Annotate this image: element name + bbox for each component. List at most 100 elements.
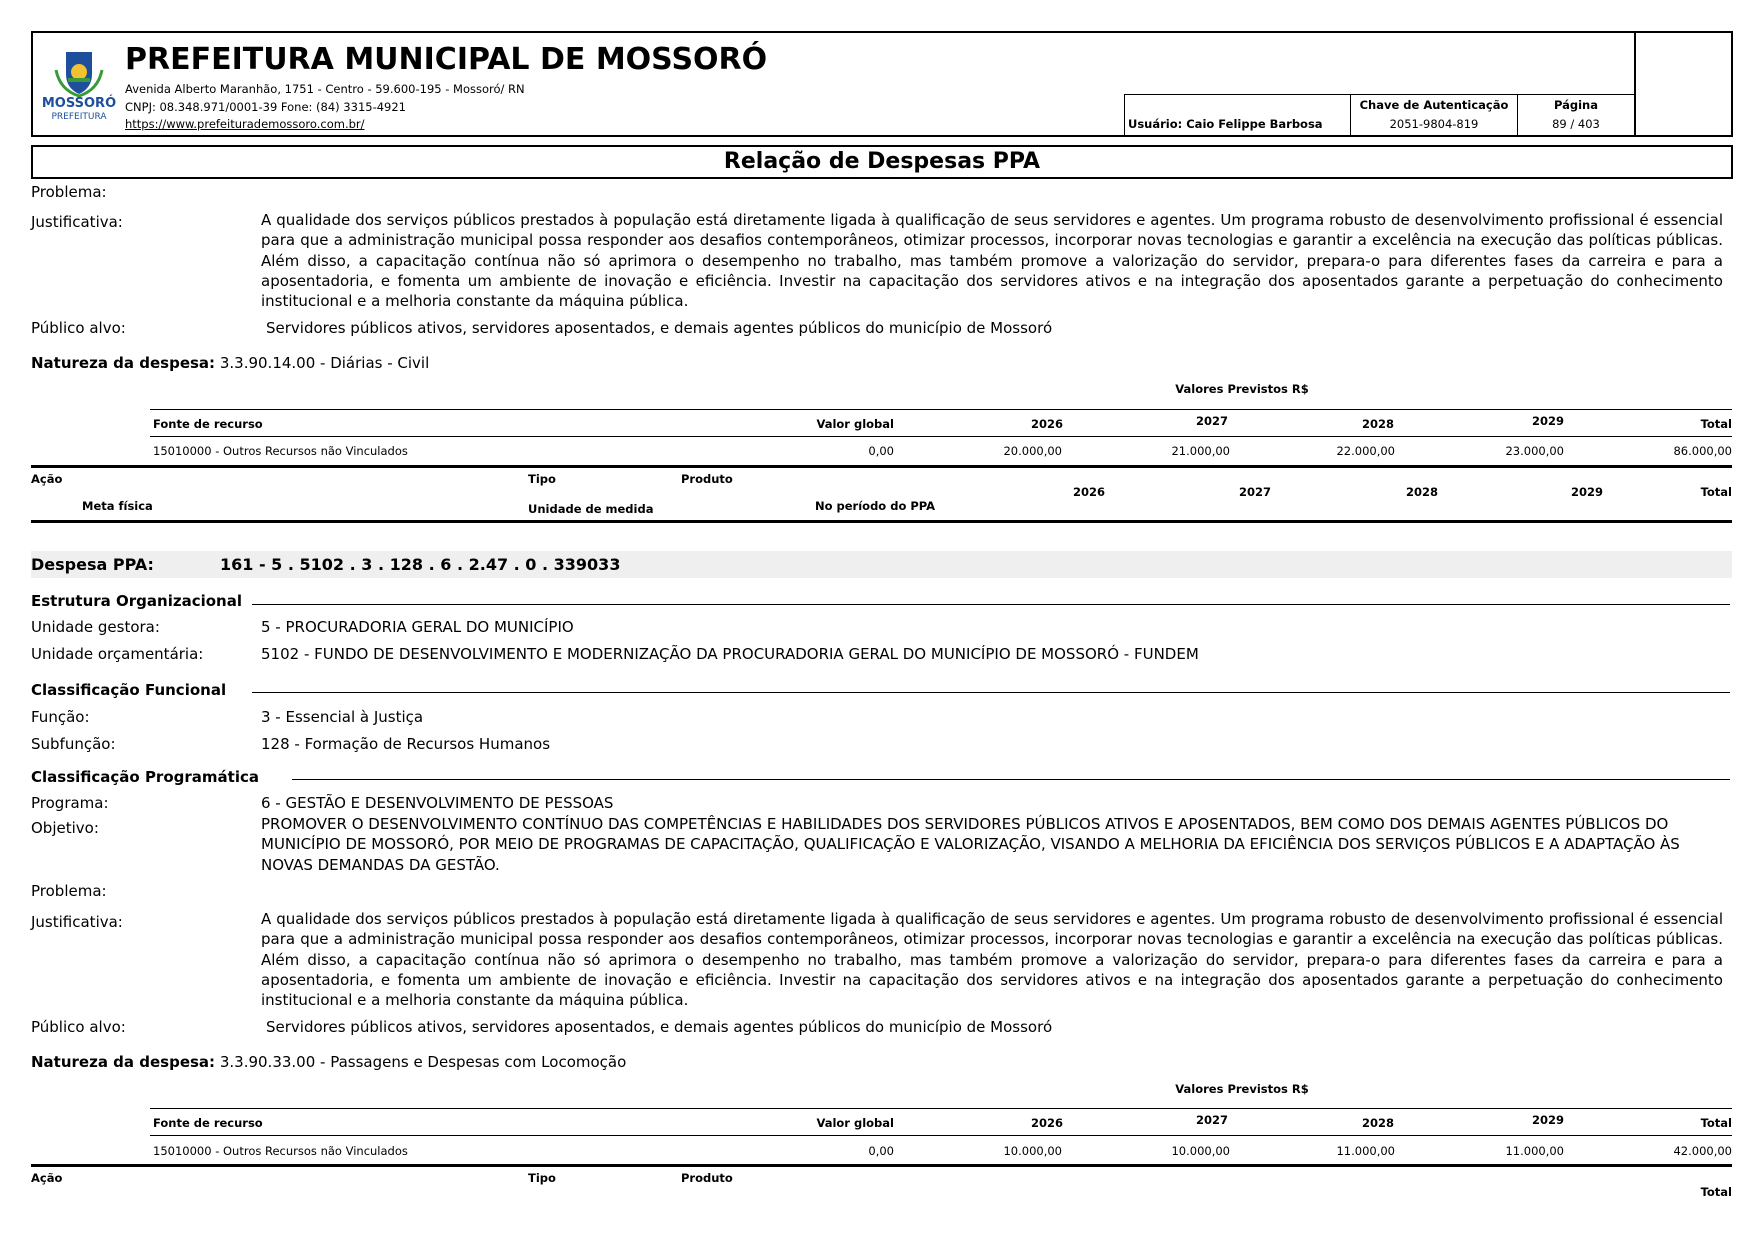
- page-label: Página: [1553, 98, 1598, 112]
- value-2027: 21.000,00: [1171, 444, 1230, 458]
- auth-key-label: Chave de Autenticação: [1359, 98, 1509, 112]
- objetivo-text: PROMOVER O DESENVOLVIMENTO CONTÍNUO DAS …: [261, 815, 1680, 874]
- col-2028: 2028: [1361, 417, 1394, 431]
- meta-col-2029: 2029: [1570, 485, 1603, 499]
- problema-label: Problema:: [31, 183, 107, 201]
- col-fonte: Fonte de recurso: [153, 1116, 263, 1130]
- natureza-row: Natureza da despesa: 3.3.90.33.00 - Pass…: [31, 1053, 626, 1071]
- subfuncao-label: Subfunção:: [31, 735, 116, 753]
- fonte-value: 15010000 - Outros Recursos não Vinculado…: [153, 444, 408, 458]
- report-header: [31, 31, 1733, 137]
- justificativa-text: A qualidade dos serviços públicos presta…: [261, 910, 1723, 1010]
- cell-divider: [1517, 94, 1518, 136]
- value-total: 86.000,00: [1673, 444, 1732, 458]
- meta-col-total: Total: [1700, 485, 1732, 499]
- col-unidade-medida: Unidade de medida: [528, 502, 654, 516]
- col-2028: 2028: [1361, 1116, 1394, 1130]
- justificativa-label: Justificativa:: [31, 913, 123, 931]
- unidade-gestora-label: Unidade gestora:: [31, 618, 160, 636]
- coat-of-arms-icon: [54, 52, 104, 98]
- natureza-label: Natureza da despesa:: [31, 1053, 216, 1071]
- col-tipo: Tipo: [528, 472, 556, 486]
- classificacao-funcional-heading: Classificação Funcional: [31, 681, 227, 699]
- user-name: Usuário: Caio Felippe Barbosa: [1128, 117, 1323, 131]
- publico-label: Público alvo:: [31, 1018, 126, 1036]
- fonte-value: 15010000 - Outros Recursos não Vinculado…: [153, 1144, 408, 1158]
- logo-text: MOSSORÓ: [41, 96, 117, 111]
- natureza-label: Natureza da despesa:: [31, 354, 216, 372]
- natureza-value: 3.3.90.14.00 - Diárias - Civil: [219, 354, 430, 372]
- value-2026: 10.000,00: [1003, 1144, 1062, 1158]
- report-title-box: [31, 145, 1733, 179]
- table-rule-thick: [31, 1164, 1732, 1167]
- valores-previstos-label: Valores Previstos R$: [1175, 1082, 1309, 1096]
- meta-col-2026: 2026: [1072, 485, 1105, 499]
- meta-col-2028: 2028: [1405, 485, 1438, 499]
- col-total: Total: [1700, 417, 1732, 431]
- col-2027: 2027: [1195, 414, 1228, 428]
- value-2028: 11.000,00: [1336, 1144, 1395, 1158]
- estrutura-heading: Estrutura Organizacional: [31, 592, 242, 610]
- justificativa-text: A qualidade dos serviços públicos presta…: [261, 211, 1723, 311]
- col-2026: 2026: [1030, 1116, 1063, 1130]
- value-total: 42.000,00: [1673, 1144, 1732, 1158]
- report-title: Relação de Despesas PPA: [723, 149, 1041, 174]
- header-address: Avenida Alberto Maranhão, 1751 - Centro …: [125, 82, 525, 96]
- header-contact: CNPJ: 08.348.971/0001-39 Fone: (84) 3315…: [125, 100, 406, 114]
- col-2027: 2027: [1195, 1113, 1228, 1127]
- justificativa-label: Justificativa:: [31, 213, 123, 231]
- logo-subtext: PREFEITURA: [51, 112, 107, 122]
- col-no-periodo: No período do PPA: [815, 499, 936, 513]
- header-info-cells: [1124, 94, 1636, 137]
- col-produto: Produto: [681, 472, 733, 486]
- valor-global-value: 0,00: [868, 1144, 894, 1158]
- cell-divider: [1350, 94, 1351, 136]
- col-meta-fisica: Meta física: [82, 499, 153, 513]
- funcao-value: 3 - Essencial à Justiça: [261, 708, 424, 726]
- col-valor-global: Valor global: [816, 417, 894, 431]
- funcao-label: Função:: [31, 708, 90, 726]
- header-divider: [1634, 31, 1636, 137]
- col-acao: Ação: [31, 472, 63, 486]
- despesa-ppa-label: Despesa PPA:: [31, 555, 154, 574]
- table-rule: [150, 409, 1732, 410]
- auth-key-value: 2051-9804-819: [1389, 117, 1479, 131]
- objetivo-label: Objetivo:: [31, 819, 99, 837]
- natureza-value: 3.3.90.33.00 - Passagens e Despesas com …: [219, 1053, 627, 1071]
- programa-value: 6 - GESTÃO E DESENVOLVIMENTO DE PESSOAS: [261, 794, 614, 812]
- col-tipo: Tipo: [528, 1171, 556, 1185]
- table-rule-thick: [31, 465, 1732, 468]
- valor-global-value: 0,00: [868, 444, 894, 458]
- publico-label: Público alvo:: [31, 319, 126, 337]
- col-2029: 2029: [1531, 414, 1564, 428]
- page-number: 89 / 403: [1552, 117, 1600, 131]
- classificacao-programatica-heading: Classificação Programática: [31, 768, 259, 786]
- header-website-link[interactable]: https://www.prefeiturademossoro.com.br/: [125, 117, 365, 131]
- table-rule: [150, 436, 1732, 437]
- value-2029: 11.000,00: [1505, 1144, 1564, 1158]
- col-fonte: Fonte de recurso: [153, 417, 263, 431]
- subfuncao-value: 128 - Formação de Recursos Humanos: [261, 735, 551, 753]
- col-valor-global: Valor global: [816, 1116, 894, 1130]
- value-2026: 20.000,00: [1003, 444, 1062, 458]
- municipality-logo: MOSSORÓ PREFEITURA: [40, 48, 118, 130]
- unidade-orcamentaria-label: Unidade orçamentária:: [31, 645, 204, 663]
- unidade-gestora-value: 5 - PROCURADORIA GERAL DO MUNICÍPIO: [261, 618, 574, 636]
- publico-text: Servidores públicos ativos, servidores a…: [266, 319, 1053, 337]
- table-rule-thick: [31, 520, 1732, 523]
- meta-col-2027: 2027: [1238, 485, 1271, 499]
- col-2026: 2026: [1030, 417, 1063, 431]
- col-2029: 2029: [1531, 1113, 1564, 1127]
- natureza-row: Natureza da despesa: 3.3.90.14.00 - Diár…: [31, 354, 429, 372]
- publico-text: Servidores públicos ativos, servidores a…: [266, 1018, 1053, 1036]
- section-rule: [252, 604, 1730, 605]
- unidade-orcamentaria-value: 5102 - FUNDO DE DESENVOLVIMENTO E MODERN…: [261, 645, 1199, 663]
- section-rule: [292, 779, 1730, 780]
- col-acao: Ação: [31, 1171, 63, 1185]
- value-2029: 23.000,00: [1505, 444, 1564, 458]
- value-2028: 22.000,00: [1336, 444, 1395, 458]
- valores-previstos-label: Valores Previstos R$: [1175, 382, 1309, 396]
- despesa-ppa-band: [31, 551, 1732, 578]
- problema-label: Problema:: [31, 882, 107, 900]
- table-rule: [150, 1108, 1732, 1109]
